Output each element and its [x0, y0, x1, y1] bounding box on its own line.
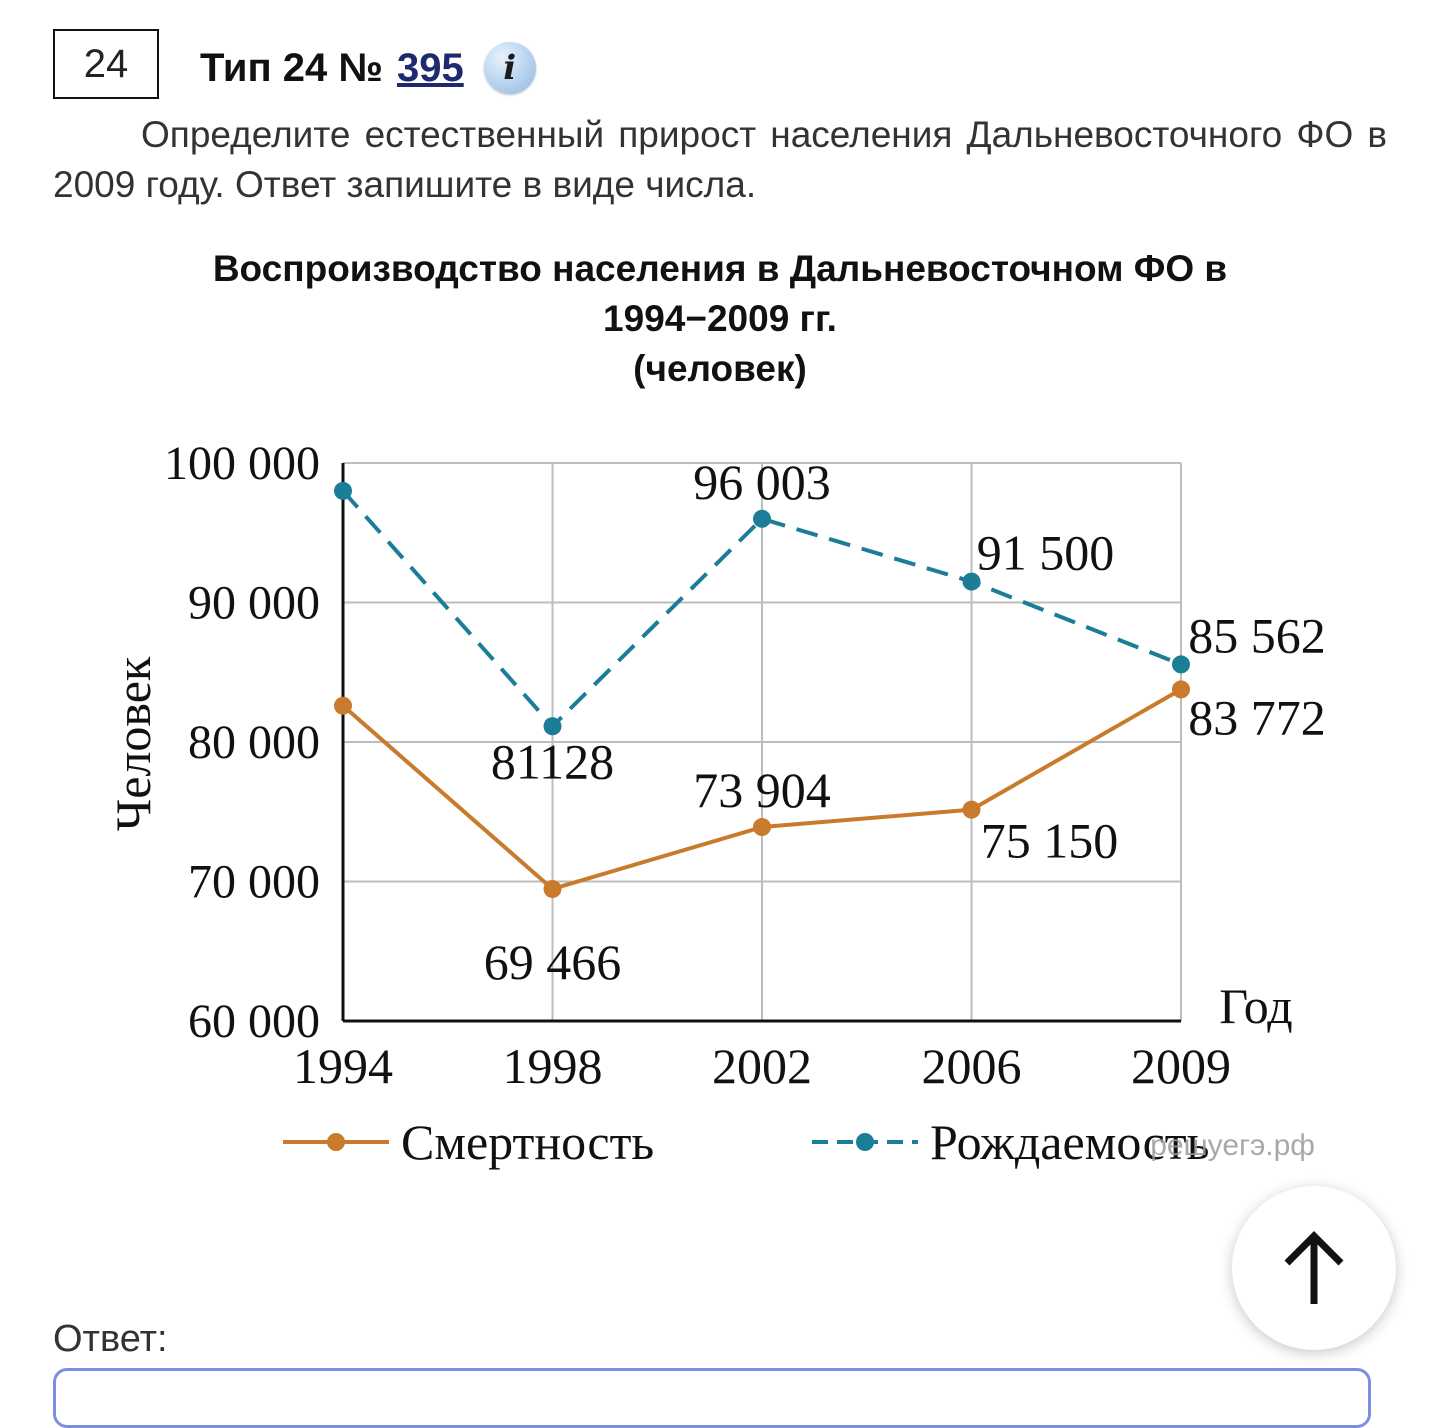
series-line-birth-rate [341, 489, 1182, 730]
data-point [334, 696, 352, 715]
task-id-link[interactable]: 395 [396, 45, 464, 90]
y-axis-title: Человек [105, 656, 161, 831]
data-label: 69 466 [484, 934, 622, 990]
x-tick-label: 2009 [1131, 1038, 1231, 1094]
data-point [334, 481, 352, 500]
info-icon[interactable]: i [483, 42, 536, 94]
x-tick-label: 2006 [922, 1038, 1022, 1094]
question-text: Определите естественный прирост населени… [53, 114, 1387, 205]
data-point [543, 879, 562, 898]
y-tick-label: 60 000 [188, 995, 320, 1048]
y-tick-label: 80 000 [188, 716, 320, 769]
x-tick-label: 1998 [503, 1038, 603, 1094]
legend-marker [327, 1133, 345, 1151]
arrow-up-icon [1284, 1231, 1344, 1304]
chart-title-line-3: (человек) [633, 348, 807, 389]
y-tick-label: 70 000 [188, 856, 320, 909]
answer-input[interactable] [53, 1368, 1371, 1428]
data-label: 91 500 [977, 525, 1115, 581]
task-header: Тип 24 № 395 i [200, 38, 536, 98]
x-tick-label: 2002 [712, 1038, 812, 1094]
data-point [962, 800, 981, 819]
task-number-box: 24 [53, 29, 159, 99]
y-tick-label: 100 000 [164, 437, 320, 490]
data-point [543, 717, 562, 736]
chart-title-line-2: 1994−2009 гг. [603, 298, 837, 339]
data-label: 75 150 [981, 813, 1119, 869]
chart-title: Воспроизводство населения в Дальневосточ… [130, 244, 1310, 394]
watermark: решуегэ.рф [1150, 1129, 1315, 1162]
data-point [1172, 680, 1190, 699]
data-label: 83 772 [1188, 689, 1326, 745]
task-type-label: Тип 24 № [200, 45, 383, 90]
data-label: 73 904 [693, 762, 831, 818]
data-label: 85 562 [1188, 607, 1326, 663]
data-label: 81128 [491, 733, 614, 789]
legend-marker [856, 1133, 874, 1151]
answer-label: Ответ: [53, 1318, 168, 1360]
data-point [753, 818, 771, 837]
scroll-to-top-button[interactable] [1232, 1186, 1396, 1350]
data-point [1172, 655, 1190, 674]
legend-label: Смертность [401, 1114, 654, 1170]
x-axis-title: Год [1219, 978, 1293, 1034]
data-label: 96 003 [693, 454, 831, 510]
data-point [962, 572, 981, 591]
y-tick-label: 90 000 [188, 577, 320, 630]
data-point [753, 509, 771, 528]
chart-title-line-1: Воспроизводство населения в Дальневосточ… [212, 248, 1228, 289]
x-tick-label: 1994 [293, 1038, 393, 1094]
legend-label: Рождаемость [930, 1114, 1209, 1170]
